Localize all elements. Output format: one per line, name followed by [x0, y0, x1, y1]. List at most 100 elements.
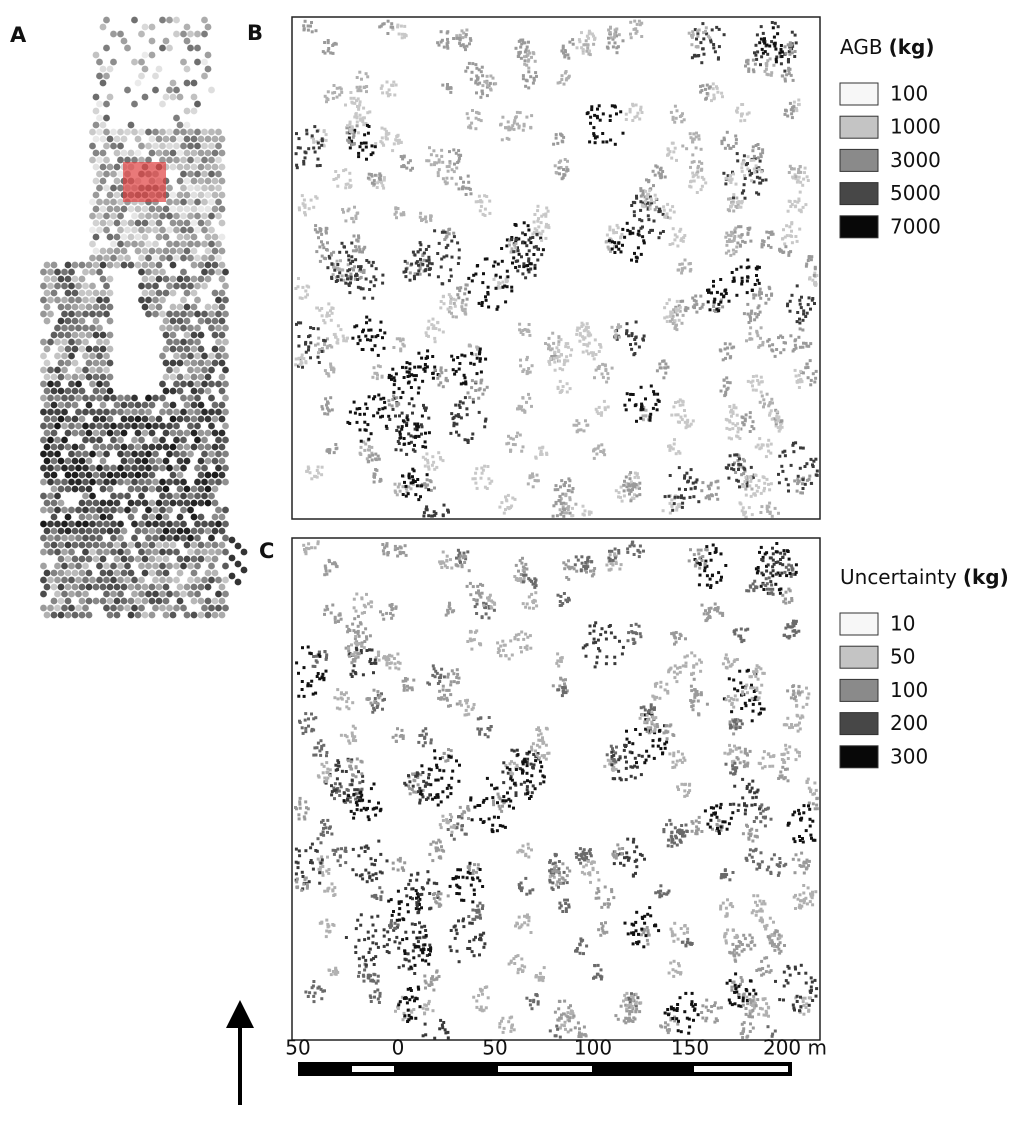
tree-crown — [807, 477, 811, 481]
tree-crown — [629, 36, 633, 40]
raster-cell — [117, 156, 124, 164]
raster-cell — [169, 191, 177, 199]
raster-cell — [222, 352, 229, 360]
raster-cell — [194, 296, 201, 304]
tree-crown — [783, 79, 787, 83]
tree-crown — [298, 208, 301, 212]
tree-crown — [455, 34, 459, 38]
raster-cell — [215, 380, 222, 388]
tree-crown — [430, 463, 434, 467]
tree-crown — [527, 323, 531, 326]
raster-cell — [64, 317, 72, 325]
tree-crown — [475, 467, 479, 471]
tree-crown — [777, 481, 781, 485]
tree-crown — [561, 46, 565, 50]
tree-crown — [437, 160, 441, 164]
raster-cell — [54, 604, 61, 612]
tree-crown — [726, 352, 730, 356]
raster-cell — [148, 541, 156, 549]
raster-cell — [187, 198, 194, 206]
tree-crown — [780, 50, 784, 54]
tree-crown — [523, 241, 527, 245]
tree-crown — [784, 51, 788, 55]
tree-crown — [554, 136, 558, 140]
raster-cell — [103, 394, 110, 402]
tree-crown — [805, 311, 809, 315]
tree-crown — [625, 332, 628, 336]
tree-crown — [477, 388, 481, 392]
raster-cell — [176, 373, 184, 381]
raster-cell — [166, 44, 173, 52]
tree-crown — [526, 268, 530, 272]
tree-crown — [790, 167, 793, 170]
tree-crown — [314, 224, 318, 228]
tree-crown — [750, 309, 754, 313]
tree-crown — [510, 236, 514, 239]
raster-cell — [57, 611, 65, 619]
tree-crown — [504, 277, 508, 281]
tree-crown — [341, 208, 345, 211]
tree-crown — [563, 49, 567, 52]
tree-crown — [760, 55, 764, 59]
tree-crown — [395, 216, 398, 220]
tree-crown — [748, 173, 752, 177]
tree-crown — [452, 148, 456, 152]
raster-cell — [110, 58, 117, 66]
raster-cell — [187, 562, 194, 570]
tree-crown — [328, 448, 332, 452]
tree-crown — [620, 232, 624, 236]
tree-crown — [322, 246, 326, 250]
tree-crown — [740, 280, 744, 283]
tree-crown — [672, 442, 676, 446]
raster-cell — [169, 219, 177, 227]
tree-crown — [702, 37, 706, 41]
tree-crown — [797, 171, 800, 175]
tree-crown — [699, 41, 703, 45]
tree-crown — [304, 213, 307, 217]
raster-cell — [92, 317, 100, 325]
raster-cell — [204, 65, 212, 73]
tree-crown — [441, 83, 445, 87]
raster-cell — [222, 562, 229, 570]
raster-cell — [78, 373, 86, 381]
tree-crown — [518, 433, 522, 437]
tree-crown — [588, 49, 591, 53]
tree-crown — [700, 89, 704, 92]
tree-crown — [422, 258, 426, 262]
raster-cell — [85, 485, 93, 493]
tree-crown — [729, 205, 733, 209]
tree-crown — [799, 306, 803, 310]
raster-cell — [162, 373, 170, 381]
tree-crown — [478, 352, 481, 356]
raster-cell — [47, 548, 54, 556]
tree-crown — [437, 328, 441, 332]
tree-crown — [669, 319, 672, 323]
tree-crown — [302, 159, 306, 163]
raster-cell — [113, 261, 121, 269]
tree-crown — [722, 136, 726, 140]
tree-crown — [323, 51, 327, 55]
tree-crown — [757, 192, 761, 196]
raster-cell — [148, 37, 156, 45]
raster-cell — [113, 191, 121, 199]
tree-crown — [364, 122, 368, 125]
raster-cell — [145, 240, 152, 248]
tree-crown — [784, 245, 788, 249]
raster-cell — [113, 401, 121, 409]
tree-crown — [459, 416, 463, 420]
tree-crown — [419, 257, 422, 261]
raster-cell — [57, 303, 65, 311]
raster-cell — [159, 156, 166, 164]
raster-cell — [40, 352, 47, 360]
raster-cell — [187, 142, 194, 150]
tree-crown — [400, 36, 404, 40]
tree-crown — [581, 323, 585, 327]
tree-crown — [622, 494, 626, 498]
tree-crown — [642, 334, 646, 338]
tree-crown — [763, 41, 767, 45]
tree-crown — [571, 42, 575, 46]
tree-crown — [735, 413, 739, 417]
raster-cell — [201, 366, 208, 374]
raster-cell — [103, 422, 110, 430]
tree-crown — [605, 140, 609, 144]
